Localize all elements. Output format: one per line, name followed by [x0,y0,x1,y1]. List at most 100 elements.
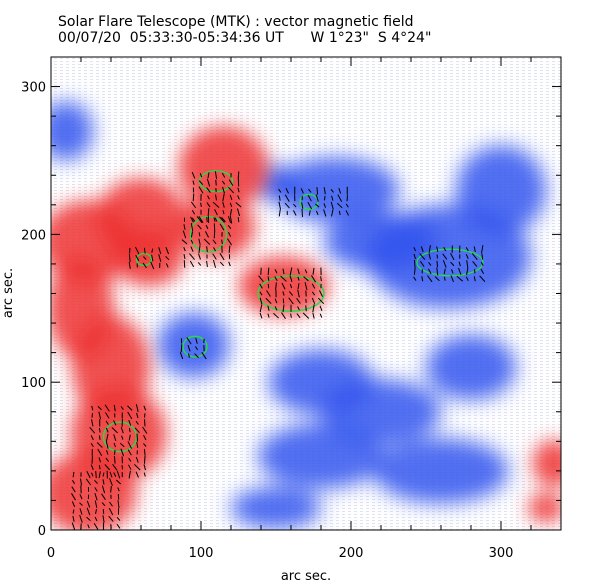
vector-4-20 [315,210,319,216]
negative-region-1 [324,212,438,272]
vector-5-24 [443,247,447,252]
vector-7-50 [128,470,131,479]
negative-region-11 [51,101,93,161]
vector-5-45 [479,275,486,282]
vector-3-26 [280,275,287,282]
vector-3-50 [312,304,315,313]
vector-7-57 [128,419,132,426]
vector-3-15 [274,306,278,311]
vector-4-8 [292,210,297,216]
vector-8-33 [102,515,105,523]
vector-8-45 [110,486,112,493]
vector-5-40 [473,276,476,282]
vector-layer [71,171,486,530]
vector-4-21 [315,203,320,208]
vector-7-67 [135,420,139,425]
vector-7-26 [105,427,109,433]
vector-3-2 [259,297,263,305]
vector-4-27 [323,187,326,195]
y-tick-label-0: 0 [38,524,46,539]
vector-1-18 [198,232,201,237]
vector-0-37 [229,202,233,207]
vector-3-56 [319,313,323,318]
vector-1-42 [228,261,231,267]
vector-3-61 [320,276,322,282]
vector-7-31 [112,463,118,471]
vector-7-19 [97,406,102,411]
vector-8-29 [94,487,98,492]
vector-5-36 [466,267,469,275]
vector-3-8 [267,305,270,311]
vector-0-43 [236,208,241,217]
vector-8-16 [87,524,90,529]
vector-1-47 [227,224,232,229]
vector-0-39 [228,186,234,194]
vector-8-17 [86,516,91,522]
vector-7-32 [113,455,116,464]
vector-8-48 [116,523,121,529]
vector-3-1 [259,304,263,313]
vector-8-43 [109,501,113,507]
vector-7-64 [136,442,139,448]
vector-6-3 [188,353,190,358]
vector-1-7 [189,260,195,268]
vector-1-15 [198,253,201,260]
vector-1-8 [189,253,195,260]
vector-7-73 [143,449,146,456]
vector-0-30 [222,201,225,208]
vector-8-1 [72,515,75,522]
vector-1-30 [213,247,216,252]
vector-1-25 [205,231,209,238]
vector-1-34 [213,217,216,222]
vector-8-0 [71,522,76,530]
vector-4-29 [330,201,334,210]
vector-8-55 [116,470,121,479]
vector-4-7 [285,187,289,194]
vector-3-7 [267,313,270,318]
vector-7-21 [104,464,110,471]
vector-2-9 [150,261,155,270]
x-tick-label-100: 100 [189,546,214,561]
vector-1-21 [206,260,208,268]
vector-1-35 [219,261,225,267]
vector-3-33 [289,275,293,282]
vector-4-12 [301,208,304,217]
vector-7-46 [120,427,124,434]
vector-3-42 [302,312,310,319]
vector-8-47 [109,471,113,478]
vector-5-5 [421,276,424,282]
vector-8-19 [86,500,91,508]
vector-3-18 [275,282,277,290]
vector-0-13 [199,173,203,178]
vector-0-23 [212,201,220,208]
vector-7-7 [91,419,94,427]
vector-8-53 [117,487,120,492]
vector-7-39 [113,404,116,412]
vector-5-37 [466,260,469,268]
x-tick-label-300: 300 [489,546,514,561]
vector-7-0 [91,472,94,477]
vector-7-15 [98,435,101,440]
vector-7-60 [135,471,139,478]
vector-7-77 [143,419,146,427]
vector-8-12 [79,494,83,500]
contour-6 [182,335,208,358]
vector-0-33 [221,180,226,185]
vector-7-35 [113,434,117,442]
vector-1-3 [181,239,188,245]
vector-7-14 [96,442,103,448]
vector-5-22 [442,260,447,268]
vector-8-14 [80,478,82,486]
vector-4-2 [278,195,281,201]
vector-7-61 [134,464,141,471]
vector-8-4 [71,493,76,501]
vector-4-19 [308,188,312,193]
vector-0-12 [198,180,204,186]
vector-4-13 [301,202,304,209]
vector-4-3 [278,188,282,193]
vector-4-30 [331,195,334,201]
vector-7-5 [90,435,94,441]
vector-3-40 [297,276,300,281]
vector-1-13 [190,216,194,223]
vector-3-19 [274,276,278,282]
